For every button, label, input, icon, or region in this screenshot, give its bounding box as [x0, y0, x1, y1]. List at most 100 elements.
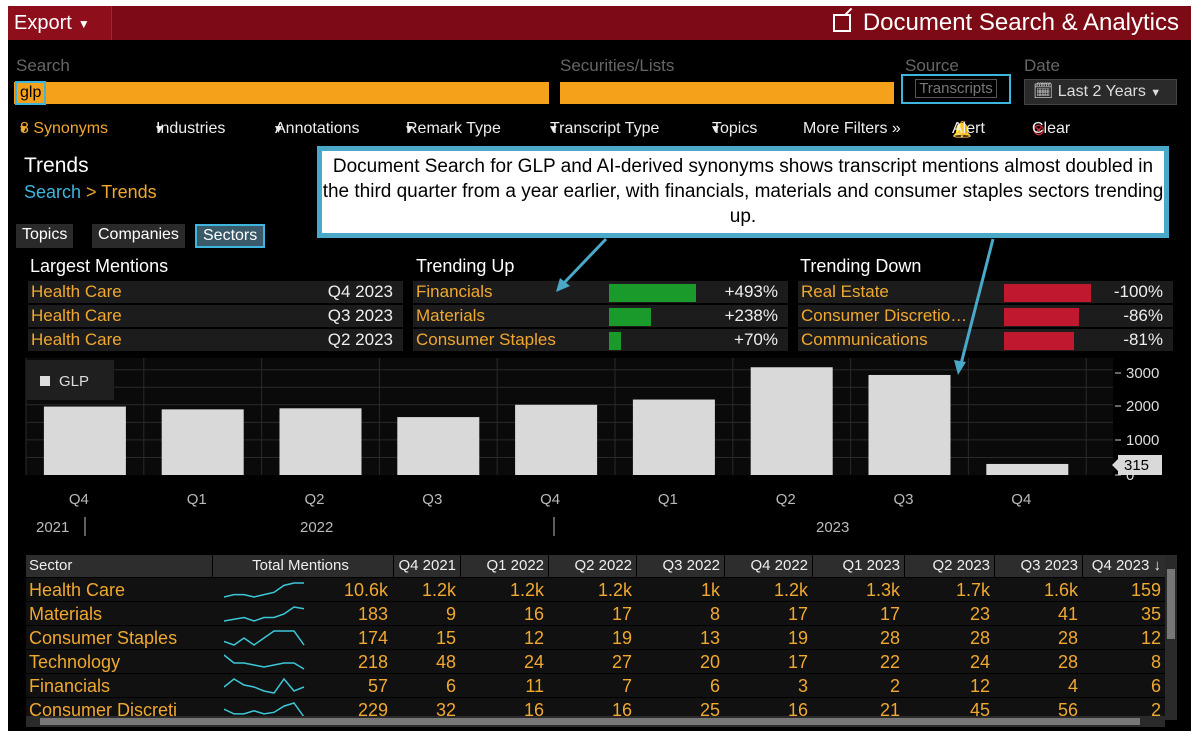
largest-row[interactable]: Health Care Q3 2023: [28, 305, 403, 327]
topics-filter[interactable]: Topics ▾: [712, 120, 757, 138]
trend-bar: [1004, 332, 1074, 350]
caret-down-icon: ▾: [275, 121, 282, 136]
page-title: Trends: [24, 154, 89, 177]
sparkline: [224, 702, 305, 718]
column-header[interactable]: Sector: [29, 557, 73, 574]
largest-row[interactable]: Health Care Q2 2023: [28, 329, 403, 351]
largest-row[interactable]: Health Care Q4 2023: [28, 281, 403, 303]
column-header[interactable]: Total Mentions: [212, 555, 392, 577]
remark-type-filter[interactable]: Remark Type ▾: [406, 120, 501, 138]
sparkline-path: [224, 654, 305, 670]
clear-label: Clear: [1032, 120, 1071, 137]
quarter-value-cell: 16: [523, 604, 544, 624]
year-label: 2022: [300, 519, 333, 536]
chart-bar: [632, 399, 715, 475]
quarter-value-cell: 22: [879, 652, 900, 672]
export-button[interactable]: Export ▼: [8, 6, 112, 40]
quarter-value-cell: 24: [969, 652, 990, 672]
trending-up-row[interactable]: Consumer Staples +70%: [413, 329, 788, 351]
sector-name: Financials: [416, 282, 493, 301]
period: Q3 2023: [327, 306, 393, 325]
table-row[interactable]: Consumer Staples 174 15 12 19 13 19 28 28 28 12: [26, 626, 1165, 650]
table-row[interactable]: Materials 183 9 16 17 8 17 17 23 41 35: [26, 602, 1165, 626]
title-bar: Export ▼ Document Search & Analytics: [8, 6, 1191, 40]
chart-bar: [868, 374, 951, 475]
sparkline: [224, 677, 305, 694]
vertical-scrollbar[interactable]: [1165, 555, 1177, 720]
industries-filter[interactable]: Industries ▾: [156, 120, 225, 138]
breadcrumb-trends: Trends: [101, 182, 157, 202]
securities-input[interactable]: [560, 82, 894, 104]
trending-down-row[interactable]: Consumer Discretio… -86%: [798, 305, 1173, 327]
sector-cell: Consumer Staples: [29, 628, 178, 648]
percent-change: -86%: [1123, 306, 1163, 325]
search-input[interactable]: glp: [14, 81, 549, 105]
chart-bar: [161, 409, 244, 475]
table-row[interactable]: Health Care 10.6k 1.2k 1.2k 1.2k 1k 1.2k 1.3k 1.…: [26, 578, 1165, 602]
trending-up-title: Trending Up: [416, 256, 515, 276]
quarter-value-cell: 3: [797, 676, 808, 696]
quarter-value-cell: 9: [445, 604, 456, 624]
column-header[interactable]: Q4 2021: [393, 555, 460, 577]
source-select[interactable]: Transcripts: [901, 74, 1011, 104]
column-header[interactable]: Q2 2022: [548, 555, 636, 577]
quarter-value-cell: 25: [699, 700, 720, 720]
quarter-value-cell: 12: [1140, 628, 1161, 648]
sector-cell: Financials: [29, 676, 111, 696]
quarter-value-cell: 12: [523, 628, 544, 648]
quarter-value-cell: 6: [1150, 676, 1161, 696]
bell-icon: 🔔: [952, 122, 972, 139]
caret-down-icon: ▼: [1150, 87, 1162, 99]
tab-sectors[interactable]: Sectors: [195, 224, 266, 248]
date-value: Last 2 Years: [1057, 83, 1146, 100]
quarter-value-cell: 41: [1057, 604, 1078, 624]
annotations-filter[interactable]: Annotations ▾: [275, 120, 360, 138]
column-header[interactable]: Q1 2023: [812, 555, 904, 577]
synonyms-filter[interactable]: 8 Synonyms ▾: [20, 120, 108, 138]
sparkline: [224, 582, 304, 598]
caret-down-icon: ▾: [550, 121, 557, 136]
total-mentions-cell: 10.6k: [212, 578, 392, 602]
column-header[interactable]: Q1 2022: [460, 555, 548, 577]
trending-down-row[interactable]: Communications -81%: [798, 329, 1173, 351]
column-header[interactable]: Q3 2022: [636, 555, 724, 577]
quarter-value-cell: 24: [523, 652, 544, 672]
external-link-icon[interactable]: [832, 14, 851, 32]
scroll-thumb[interactable]: [1167, 569, 1175, 639]
horizontal-scrollbar[interactable]: [26, 716, 1165, 727]
trending-down-row[interactable]: Real Estate -100%: [798, 281, 1173, 303]
column-header[interactable]: Q4 2023 ↓: [1082, 555, 1165, 577]
trending-up-row[interactable]: Financials +493%: [413, 281, 788, 303]
quarter-value-cell: 12: [969, 676, 990, 696]
trending-up-row[interactable]: Materials +238%: [413, 305, 788, 327]
annotations-label: Annotations: [275, 120, 360, 137]
table-row[interactable]: Financials 57 6 11 7 6 3 2 12 4 6: [26, 674, 1165, 698]
transcript-type-filter[interactable]: Transcript Type ▾: [550, 120, 659, 138]
tab-topics[interactable]: Topics: [16, 224, 74, 248]
table-row[interactable]: Technology 218 48 24 27 20 17 22 24 28 8: [26, 650, 1165, 674]
column-header[interactable]: Q3 2023: [994, 555, 1082, 577]
more-filters-button[interactable]: More Filters »: [803, 120, 901, 137]
y-tick-label: 0: [1126, 467, 1134, 484]
period: Q4 2023: [327, 282, 393, 301]
tab-companies[interactable]: Companies: [92, 224, 185, 248]
percent-change: +493%: [724, 282, 778, 301]
quarter-value-cell: 28: [1057, 652, 1078, 672]
total-value: 183: [357, 604, 388, 624]
x-tick-label: Q3: [893, 491, 913, 508]
sector-name: Materials: [416, 306, 485, 325]
column-header[interactable]: Q4 2022: [724, 555, 812, 577]
app-title: Document Search & Analytics: [832, 6, 1179, 40]
trend-bar: [609, 332, 621, 350]
trending-down-title: Trending Down: [800, 256, 922, 276]
percent-change: +70%: [734, 330, 778, 349]
period: Q2 2023: [327, 330, 393, 349]
total-value: 57: [367, 676, 388, 696]
column-header[interactable]: Q2 2023: [904, 555, 994, 577]
scroll-thumb[interactable]: [40, 718, 1140, 725]
breadcrumb-search[interactable]: Search: [24, 182, 82, 202]
date-range-select[interactable]: 🗓 Last 2 Years ▼: [1024, 79, 1177, 105]
sector-name: Health Care: [31, 330, 122, 349]
caret-down-icon: ▾: [20, 121, 27, 136]
x-tick-label: Q1: [658, 491, 678, 508]
